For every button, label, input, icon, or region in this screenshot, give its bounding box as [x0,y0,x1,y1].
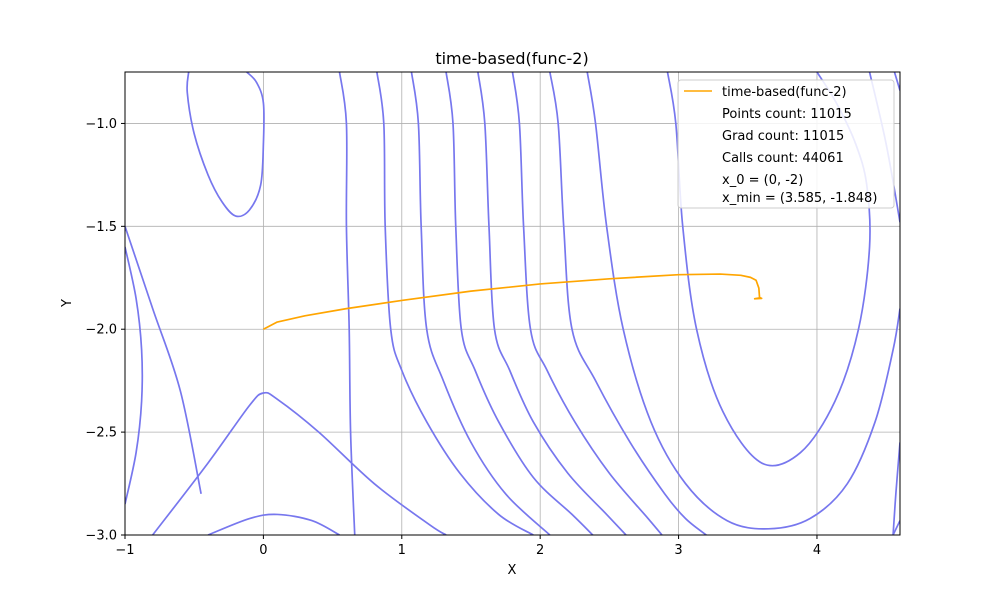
contour-line [125,226,202,495]
plot-frame [124,71,901,536]
chart-title: time-based(func-2) [435,49,588,68]
contour-line [338,72,356,535]
legend-series-name: time-based(func-2) [722,85,847,100]
legend-grad-count: Grad count: 11015 [722,129,844,144]
legend-x0: x_0 = (0, -2) [722,173,803,188]
y-tick-label: −3.0 [85,529,117,544]
contour-line [893,72,900,91]
contour-line [892,520,900,535]
contour-line [186,72,265,218]
contour-lines [125,72,900,535]
x-tick-label: −1 [115,543,134,558]
y-tick-label: −2.0 [85,323,117,338]
legend-box [677,79,895,209]
x-tick-label: 4 [813,543,821,558]
x-tick-label: 1 [398,543,406,558]
contour-line [125,246,144,505]
x-axis-ticks: −1 0 1 2 3 4 [115,535,821,558]
contour-line [586,72,900,530]
y-tick-label: −1.5 [85,220,117,235]
path-line [263,273,763,330]
legend: time-based(func-2) Points count: 11015 G… [677,79,895,209]
contour-line [207,513,340,535]
contour-line [410,72,551,535]
x-tick-label: 0 [259,543,267,558]
x-axis-label: X [508,563,517,578]
contour-line [477,72,627,535]
contour-line [376,72,534,535]
x-tick-label: 2 [536,543,544,558]
contour-line [511,72,663,535]
x-tick-label: 3 [674,543,682,558]
legend-calls-count: Calls count: 44061 [722,151,844,166]
optimization-path [263,273,763,330]
y-axis-label: Y [60,299,75,308]
y-axis-ticks: −1.0 −1.5 −2.0 −2.5 −3.0 [85,117,125,544]
contour-line [549,72,707,535]
y-tick-label: −2.5 [85,426,117,441]
contour-line [152,391,447,535]
contour-line [892,442,900,535]
legend-points-count: Points count: 11015 [722,107,852,122]
y-tick-label: −1.0 [85,117,117,132]
legend-xmin: x_min = (3.585, -1.848) [722,191,877,206]
contour-line [445,72,594,535]
